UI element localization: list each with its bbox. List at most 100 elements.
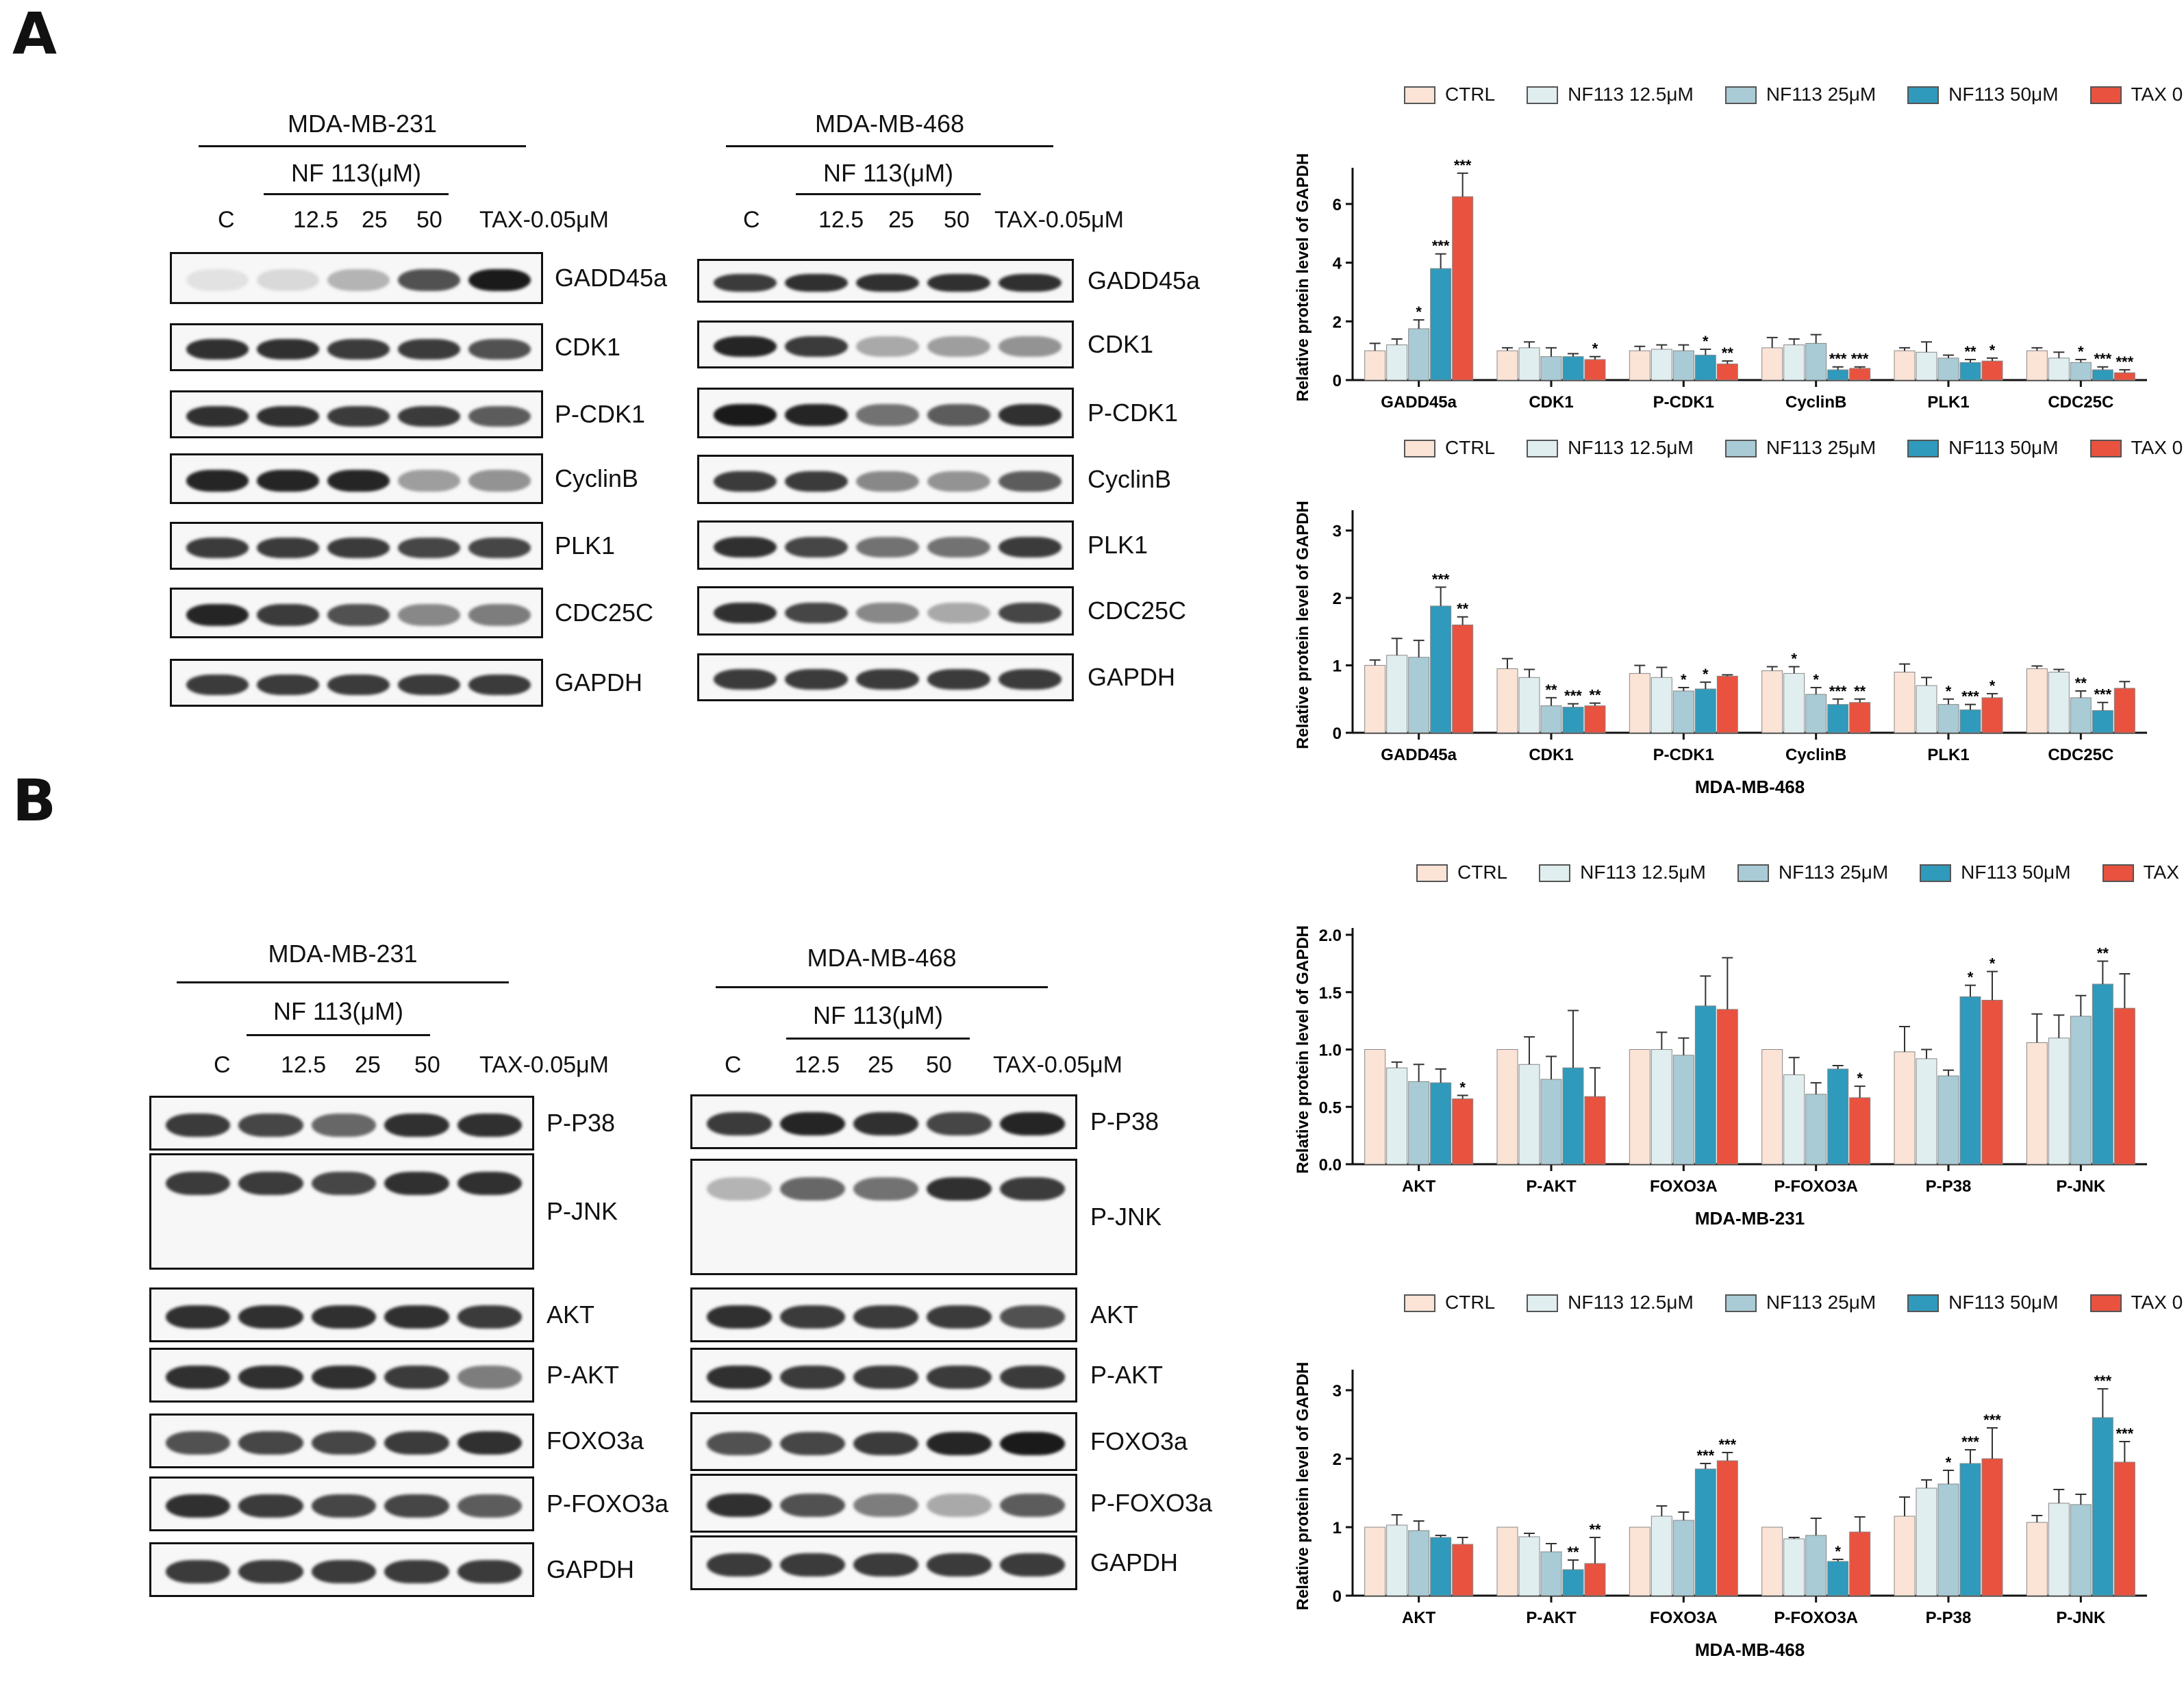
significance-label: *** [1961,688,1979,705]
y-tick-label: 3 [1333,1382,1342,1400]
protein-band [780,1366,845,1389]
y-tick-label: 0.5 [1319,1098,1342,1117]
protein-band [186,604,249,626]
bar [2026,1522,2048,1596]
panel-letter-a: A [12,0,58,67]
bar [1386,1067,1408,1165]
significance-label: *** [1829,683,1847,700]
legend-swatch [1404,1294,1435,1313]
protein-band [707,1494,772,1517]
protein-band [257,675,319,695]
legend-item: NF113 50μM [1907,84,2059,105]
bar [1430,1082,1452,1165]
protein-band [398,538,460,558]
protein-band [927,536,990,558]
blot-strip-p-jnk [690,1159,1077,1275]
bar [1761,1526,1783,1596]
protein-band [186,470,249,492]
bar [1894,671,1916,733]
legend-label: TAX 0.05μM [2143,861,2184,883]
bar [1386,1524,1408,1596]
blot-strip-akt [690,1287,1077,1342]
protein-band [327,406,390,427]
protein-band [238,1172,303,1195]
protein-band [311,1305,377,1329]
bar [2070,1504,2092,1596]
blot-title-underline [716,986,1048,988]
bar [1518,347,1540,381]
bar [1364,665,1386,733]
legend-label: TAX 0.05μM [2131,1291,2184,1313]
significance-label: ** [1567,1544,1579,1561]
x-tick-label: P-CDK1 [1653,746,1714,764]
protein-band [384,1560,449,1583]
blot-strip-foxo3a [149,1413,534,1468]
legend-a-468: CTRL NF113 12.5μM NF113 25μM NF113 50μM TAX … [1404,436,2184,459]
protein-band [398,470,460,492]
bar [1981,360,2003,381]
protein-label: P-AKT [547,1361,620,1389]
protein-band [468,604,531,626]
bar [2070,697,2092,733]
protein-band [384,1305,449,1329]
lane-label: 12.5 [281,1052,327,1078]
protein-label: P-FOXO3a [1090,1489,1213,1517]
bar [1894,350,1916,381]
bar [2026,1042,2048,1165]
protein-label: GAPDH [1088,663,1176,691]
protein-band [457,1431,522,1455]
bar [1496,350,1518,381]
bar [1540,1079,1562,1165]
bar [1452,196,1474,381]
bar [1959,996,1981,1165]
bar [1430,268,1452,381]
legend-item: NF113 25μM [1724,84,1876,105]
significance-label: * [2078,343,2084,360]
legend-item: TAX 0.05μM [2089,437,2184,459]
y-tick-label: 2.0 [1319,927,1342,945]
bar [1386,655,1408,733]
protein-band [398,406,460,427]
blot-strip-p-p38 [690,1094,1077,1149]
protein-band [927,1112,992,1135]
legend-item: CTRL [1404,1292,1495,1314]
bar [1694,1468,1716,1596]
significance-label: *** [1696,1447,1714,1464]
lane-label: 25 [868,1052,894,1078]
x-tick-label: P-JNK [2056,1609,2106,1627]
significance-label: ** [1722,344,1734,362]
protein-band [468,470,531,492]
protein-band [311,1172,377,1195]
significance-label: *** [2116,1425,2133,1442]
blot-strip-cdk1 [170,323,543,371]
legend-swatch [1527,86,1559,105]
protein-band [785,404,848,426]
protein-band [186,406,249,427]
y-tick-label: 2 [1333,313,1342,331]
bar [1716,675,1738,733]
x-tick-label: FOXO3A [1650,1609,1718,1627]
legend-label: NF113 12.5μM [1580,861,1706,883]
x-tick-label: CDC25C [2048,393,2113,412]
protein-band [1000,1553,1065,1576]
bar [1981,1458,2003,1596]
y-tick-label: 0 [1333,1587,1342,1606]
y-tick-label: 0.0 [1319,1156,1342,1174]
x-tick-label: P-AKT [1526,1609,1577,1627]
protein-band [238,1114,303,1137]
protein-band [785,336,848,357]
x-tick-label: CDC25C [2048,746,2113,764]
bar [2092,369,2113,381]
bar [1518,677,1540,733]
bar [1981,999,2003,1165]
legend-swatch [1527,440,1559,458]
significance-label: * [1990,342,1996,359]
protein-band [311,1114,377,1137]
protein-band [856,536,919,558]
bar [2070,1016,2092,1165]
significance-label: * [1813,671,1819,688]
lane-label: C [743,207,760,233]
legend-swatch [1416,864,1448,883]
bar [1849,702,1871,733]
significance-label: *** [1851,351,1869,368]
